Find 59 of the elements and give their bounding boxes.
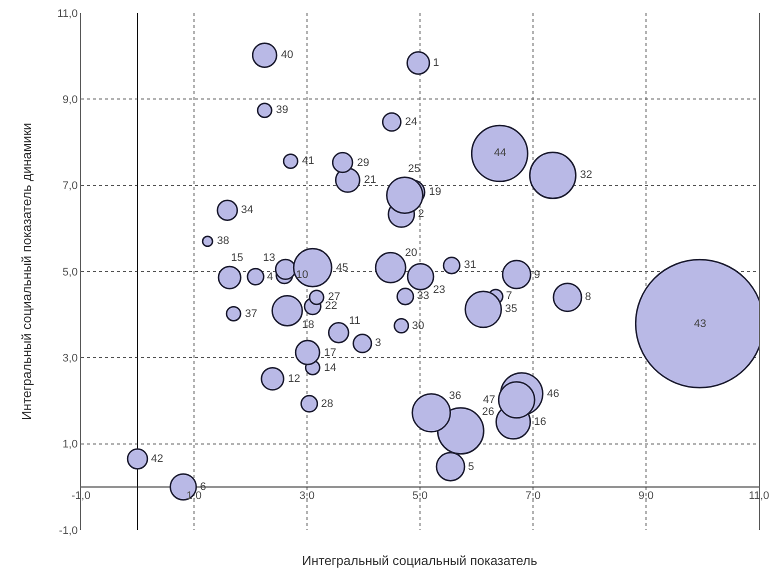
annotation: 9 (534, 269, 540, 281)
x-tick-label: 3,0 (299, 490, 315, 502)
annotation: 12 (288, 373, 300, 385)
annotation: 7 (506, 290, 512, 302)
annotation: 3 (375, 337, 382, 349)
annotation: 34 (241, 204, 254, 216)
x-tick-label: 9,0 (638, 490, 654, 502)
y-tick-label: 11,0 (57, 8, 78, 20)
annotation: 13 (263, 252, 276, 264)
y-tick-label: 5,0 (62, 266, 78, 278)
annotation: 39 (276, 104, 288, 116)
annotation: 43 (694, 318, 706, 330)
y-tick-label: 3,0 (62, 352, 78, 365)
annotation: 47 (483, 394, 496, 406)
x-tick-label: 5,0 (412, 490, 428, 502)
annotation: 4 (267, 271, 274, 283)
annotation: 8 (585, 291, 592, 303)
x-axis-title: Интегральный социальный показатель (302, 553, 538, 568)
annotation: 36 (449, 390, 462, 402)
annotation: 31 (464, 259, 476, 271)
annotation: 17 (324, 347, 336, 359)
annotation: 42 (151, 453, 164, 465)
y-axis-title: Интегральный социальный показатель динамики (19, 122, 34, 420)
annotation: 40 (281, 49, 294, 61)
annotation: 20 (405, 247, 418, 259)
annotation: 22 (325, 300, 338, 312)
annotation: 19 (429, 186, 442, 198)
annotation: 21 (364, 174, 376, 186)
annotation: 2 (418, 208, 424, 220)
y-tick-label: 9,0 (62, 94, 78, 106)
annotation: 14 (324, 362, 336, 374)
annotation: 26 (482, 406, 494, 418)
annotation: 25 (408, 163, 420, 175)
annotation: 29 (357, 157, 370, 169)
annotation: 18 (302, 319, 314, 331)
annotation: 5 (468, 461, 474, 473)
annotation: 16 (534, 416, 546, 428)
annotation: 24 (405, 116, 418, 128)
annotation: 1 (433, 57, 440, 69)
annotation: 41 (302, 155, 314, 167)
annotation: 15 (231, 252, 244, 264)
x-tick-label: 7,0 (525, 490, 541, 502)
annotation: 46 (547, 388, 560, 400)
annotation: 37 (245, 308, 258, 320)
annotation: 44 (494, 147, 506, 159)
annotation: 23 (433, 284, 446, 296)
annotation: 28 (321, 398, 334, 410)
y-tick-label: -1,0 (58, 524, 78, 537)
annotation: 11 (349, 315, 360, 327)
annotation: 27 (328, 291, 340, 303)
annotation: 10 (296, 269, 308, 281)
y-tick-label: 7,0 (62, 180, 78, 192)
y-tick-label: 1,0 (62, 438, 78, 451)
annotation: 35 (505, 303, 518, 315)
annotation: 45 (336, 262, 348, 274)
annotation: 33 (417, 290, 430, 302)
annotation: 38 (217, 235, 230, 247)
annotation: 30 (412, 320, 424, 332)
annotation: 32 (580, 169, 592, 181)
